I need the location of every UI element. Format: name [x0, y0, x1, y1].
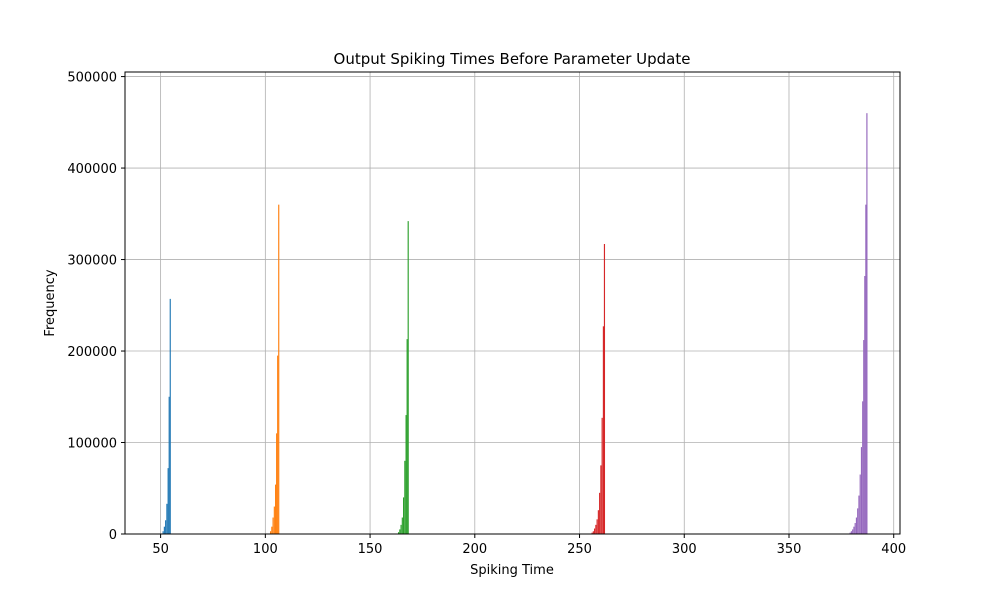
histogram-bar [269, 531, 272, 534]
x-tick-label: 300 [672, 542, 697, 557]
histogram-bar [273, 506, 275, 534]
histogram-series-5 [849, 113, 868, 534]
histogram-bar [404, 460, 406, 534]
x-axis-title: Spiking Time [470, 563, 554, 578]
histogram-bar [599, 492, 601, 534]
histogram-bar [866, 113, 868, 534]
histogram-series-2 [269, 204, 280, 534]
y-tick-label: 300000 [67, 254, 117, 269]
histogram-bar [860, 447, 863, 534]
histogram-bar [857, 508, 859, 534]
histogram-bar [166, 503, 168, 534]
histogram-bar [162, 531, 164, 534]
histogram-bar [407, 221, 409, 534]
histogram-bar [169, 298, 171, 534]
histogram-bar [278, 204, 280, 534]
x-tick-label: 200 [462, 542, 487, 557]
x-tick-label: 250 [567, 542, 592, 557]
histogram-bar [849, 532, 851, 534]
x-tick-label: 350 [777, 542, 802, 557]
histogram-bar [601, 417, 603, 534]
histogram-bar [165, 520, 167, 534]
histogram-bar [595, 524, 597, 534]
plot-frame [124, 71, 901, 535]
histogram-bar [401, 517, 403, 534]
y-axis-title: Frequency [43, 269, 58, 336]
histogram-bar [271, 526, 273, 534]
x-tick-label: 400 [881, 542, 906, 557]
histogram-bar [163, 526, 165, 534]
histogram-bar [858, 495, 860, 534]
bars [162, 113, 868, 535]
histogram-bar [603, 243, 606, 535]
histogram-bar [277, 355, 279, 534]
histogram-bar [850, 531, 852, 534]
x-axis-ticks: 50 100 150 200 250 300 350 400 [152, 534, 906, 557]
grid-lines [125, 72, 900, 535]
x-tick-label: 50 [152, 542, 169, 557]
histogram-bar [602, 326, 604, 534]
histogram-bar [276, 433, 278, 534]
histogram-bar [855, 517, 858, 534]
histogram-bar [854, 523, 856, 534]
histogram-bar [406, 339, 408, 534]
chart-title: Output Spiking Times Before Parameter Up… [334, 50, 691, 68]
histogram-bar [399, 529, 401, 534]
histogram-bar [592, 531, 594, 534]
histogram-bar [597, 510, 599, 534]
histogram-bar [397, 532, 400, 534]
histogram-bar [403, 497, 405, 534]
histogram-bar [400, 524, 402, 534]
histogram-bar [862, 401, 864, 534]
histogram-bar [591, 532, 593, 534]
y-axis-ticks: 0 100000 200000 300000 400000 500000 [67, 71, 125, 543]
histogram-bar [168, 396, 170, 534]
histogram-bar [275, 484, 277, 534]
histogram-bar [167, 468, 169, 534]
y-tick-label: 0 [109, 528, 117, 543]
histogram-bar [865, 204, 867, 534]
y-tick-label: 500000 [67, 71, 117, 86]
histogram-series-1 [162, 298, 171, 534]
histogram-bar [864, 276, 866, 534]
histogram-bar [596, 519, 598, 534]
x-tick-label: 100 [253, 542, 278, 557]
histogram-bar [863, 340, 865, 534]
histogram-bar [272, 517, 274, 534]
histogram-bar [405, 415, 407, 534]
y-tick-label: 200000 [67, 345, 117, 360]
histogram-bar [600, 465, 602, 534]
y-tick-label: 400000 [67, 162, 117, 177]
histogram-bar [859, 474, 861, 534]
histogram-series-4 [591, 243, 606, 535]
histogram-series-3 [397, 221, 409, 534]
histogram-bar [853, 526, 855, 534]
histogram-bar [852, 529, 854, 534]
x-tick-label: 150 [358, 542, 383, 557]
y-tick-label: 100000 [67, 437, 117, 452]
histogram-bar [594, 528, 596, 534]
